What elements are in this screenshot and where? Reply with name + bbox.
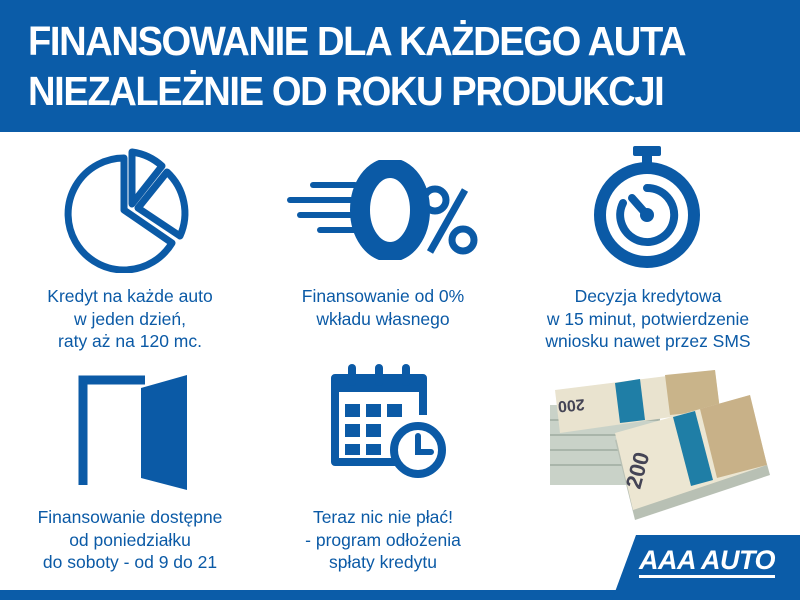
banknote-denomination: 200: [557, 395, 585, 414]
caption-line: Teraz nic nie płać!: [312, 507, 454, 527]
caption-line: wkładu własnego: [316, 308, 450, 329]
banknote-stacks-image: 200 200: [550, 370, 770, 520]
caption-line: spłaty kredytu: [329, 552, 437, 572]
aaa-auto-logo: AAA AUTO: [612, 535, 800, 600]
headline-line-2: NIEZALEŻNIE OD ROKU PRODUKCJI: [28, 68, 665, 114]
calendar-clock-icon: [331, 364, 446, 478]
caption-line: w 15 minut, potwierdzenie: [546, 308, 750, 329]
zero-percent-icon: [287, 160, 478, 260]
feature-opening-hours: Finansowanie dostępne od poniedziałku do…: [0, 506, 260, 574]
header-banner: FINANSOWANIE DLA KAŻDEGO AUTA NIEZALEŻNI…: [0, 0, 800, 132]
pie-chart-icon: [64, 148, 189, 273]
back-stack: 200: [550, 370, 720, 485]
logo-text: AAA AUTO: [639, 545, 776, 578]
caption-line: od poniedziałku: [69, 529, 191, 550]
caption-line: - program odłożenia: [305, 529, 461, 550]
feature-zero-downpayment: Finansowanie od 0% wkładu własnego: [253, 285, 513, 330]
footer-bar: [0, 590, 800, 600]
feature-payment-deferral: Teraz nic nie płać! - program odłożenia …: [253, 506, 513, 574]
front-stack: 200: [615, 395, 770, 520]
caption-line: Kredyt na każde auto: [47, 286, 213, 306]
feature-credit: Kredyt na każde auto w jeden dzień, raty…: [0, 285, 260, 353]
caption-line: raty aż na 120 mc.: [58, 331, 202, 351]
caption-line: Decyzja kredytowa: [574, 286, 722, 306]
caption-line: do soboty - od 9 do 21: [42, 552, 218, 572]
caption-line: Finansowanie dostępne: [37, 507, 223, 527]
caption-line: Finansowanie od 0%: [301, 286, 465, 306]
caption-line: w jeden dzień,: [74, 308, 186, 329]
headline-line-1: FINANSOWANIE DLA KAŻDEGO AUTA: [28, 18, 687, 64]
feature-fast-decision: Decyzja kredytowa w 15 minut, potwierdze…: [518, 285, 778, 353]
stopwatch-icon: [594, 146, 700, 268]
caption-line: wniosku nawet przez SMS: [545, 331, 751, 351]
door-icon: [78, 375, 187, 490]
